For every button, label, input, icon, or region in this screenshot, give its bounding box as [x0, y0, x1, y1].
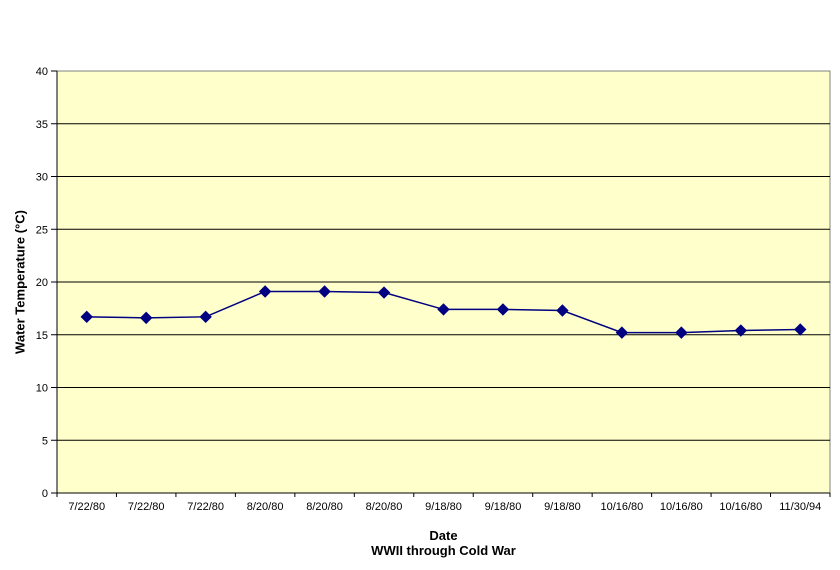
y-tick-label: 30: [36, 172, 48, 184]
data-point-marker: [199, 310, 212, 324]
data-point-marker: [615, 326, 629, 339]
data-point-marker: [258, 285, 272, 298]
x-tick-label: 11/30/94: [779, 501, 821, 513]
y-tick-label: 15: [36, 330, 48, 342]
data-point-marker: [734, 324, 748, 337]
x-axis-title: Date: [429, 528, 458, 543]
data-point-marker: [318, 285, 331, 298]
x-tick-label: 8/20/80: [247, 501, 284, 513]
data-point-marker: [496, 303, 510, 316]
x-tick-label: 8/20/80: [366, 501, 403, 513]
x-tick-label: 10/16/80: [719, 501, 762, 513]
x-tick-label: 7/22/80: [68, 501, 105, 513]
x-tick-label: 9/18/80: [544, 501, 581, 513]
x-axis-subtitle: WWII through Cold War: [371, 543, 516, 558]
x-tick-label: 10/16/80: [660, 501, 703, 513]
data-point-marker: [377, 286, 391, 299]
x-tick-label: 7/22/80: [187, 501, 224, 513]
data-point-marker: [675, 326, 688, 339]
y-tick-label: 20: [36, 277, 48, 289]
data-point-marker: [139, 311, 153, 325]
x-tick-label: 9/18/80: [485, 501, 522, 513]
x-tick-label: 10/16/80: [600, 501, 643, 513]
y-tick-label: 25: [36, 224, 48, 236]
x-tick-label: 7/22/80: [128, 501, 165, 513]
y-tick-label: 5: [42, 435, 48, 447]
x-tick-label: 8/20/80: [306, 501, 343, 513]
data-point-marker: [437, 303, 450, 316]
data-point-marker: [80, 310, 93, 324]
data-point-marker: [794, 323, 807, 336]
y-tick-label: 0: [42, 488, 48, 500]
y-tick-label: 10: [36, 383, 48, 395]
y-tick-label: 35: [36, 119, 48, 131]
x-tick-label: 9/18/80: [425, 501, 462, 513]
data-point-marker: [556, 304, 569, 317]
y-tick-label: 40: [36, 66, 48, 78]
